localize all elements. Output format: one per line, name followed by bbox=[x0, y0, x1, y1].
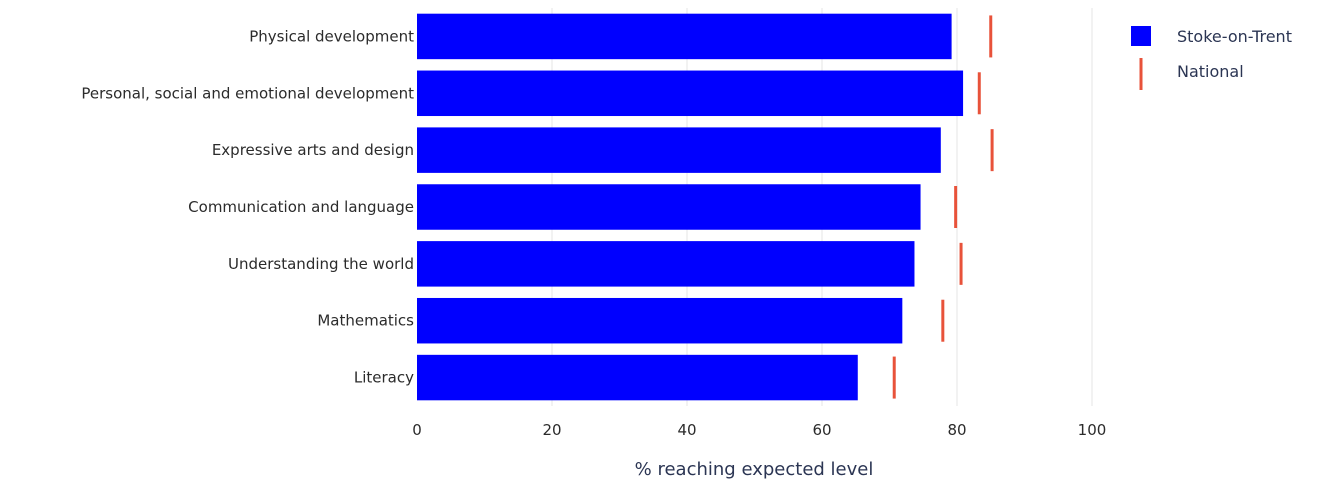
category-labels: Physical development Personal, social and… bbox=[81, 27, 414, 386]
bar-stoke-on-trent[interactable] bbox=[417, 297, 903, 344]
bar-stoke-on-trent[interactable] bbox=[417, 354, 858, 401]
x-tick-label: 100 bbox=[1078, 421, 1107, 439]
legend-label-national: National bbox=[1177, 62, 1244, 81]
category-label: Mathematics bbox=[317, 312, 414, 330]
bar-stoke-on-trent[interactable] bbox=[417, 241, 915, 287]
category-label: Personal, social and emotional developme… bbox=[81, 84, 414, 102]
national-markers bbox=[892, 15, 994, 399]
x-tick-labels: 0 20 40 60 80 100 bbox=[412, 421, 1106, 439]
bar-stoke-on-trent[interactable] bbox=[417, 13, 952, 60]
legend[interactable]: Stoke-on-Trent National bbox=[1131, 26, 1292, 90]
category-label: Expressive arts and design bbox=[212, 141, 414, 159]
bar-stoke-on-trent[interactable] bbox=[417, 70, 964, 117]
legend-swatch-stoke bbox=[1131, 26, 1151, 46]
category-label: Physical development bbox=[249, 27, 414, 45]
x-tick-label: 40 bbox=[677, 421, 696, 439]
x-tick-label: 20 bbox=[542, 421, 561, 439]
category-label: Communication and language bbox=[188, 198, 414, 216]
category-label: Understanding the world bbox=[228, 255, 414, 273]
legend-item-national[interactable]: National bbox=[1139, 58, 1244, 90]
bars bbox=[417, 13, 964, 401]
bar-stoke-on-trent[interactable] bbox=[417, 184, 921, 230]
x-tick-label: 80 bbox=[947, 421, 966, 439]
bar-stoke-on-trent[interactable] bbox=[417, 127, 941, 173]
x-tick-label: 0 bbox=[412, 421, 422, 439]
category-label: Literacy bbox=[354, 369, 414, 387]
legend-label-stoke: Stoke-on-Trent bbox=[1177, 27, 1292, 46]
x-axis-title: % reaching expected level bbox=[635, 459, 874, 480]
legend-item-stoke[interactable]: Stoke-on-Trent bbox=[1131, 26, 1292, 46]
x-tick-label: 60 bbox=[812, 421, 831, 439]
